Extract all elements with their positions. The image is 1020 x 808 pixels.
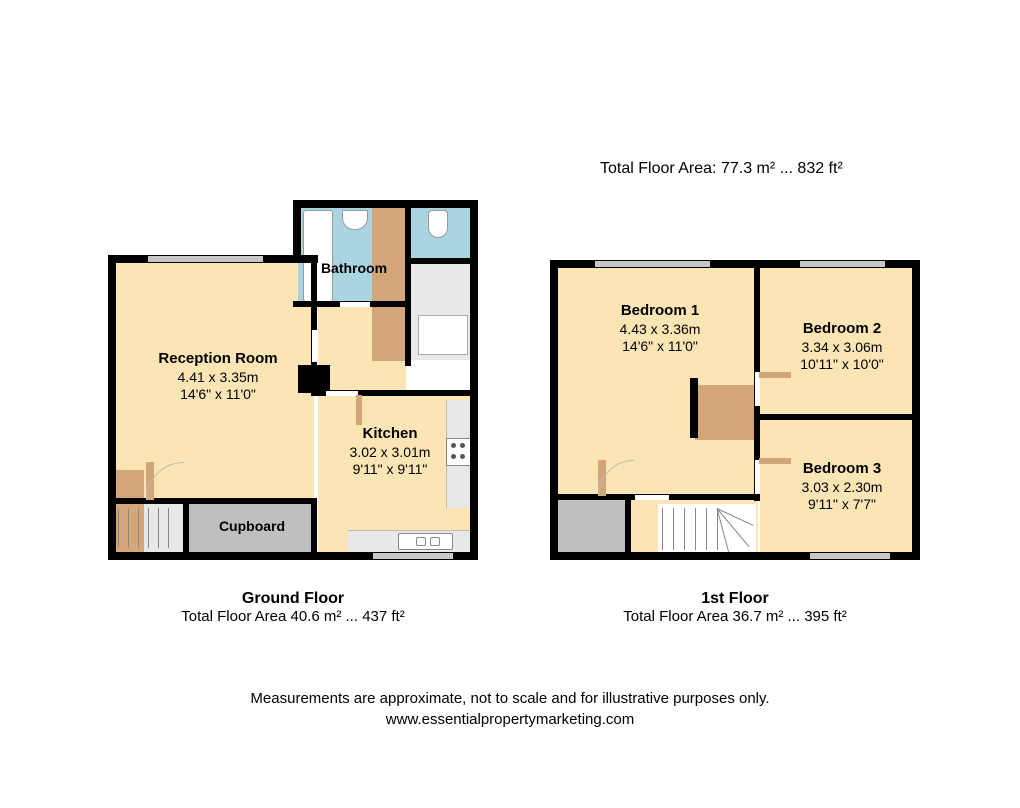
footer: Measurements are approximate, not to sca… <box>0 688 1020 730</box>
hob-dot <box>451 454 456 459</box>
sink-bowl <box>416 537 426 546</box>
stairs-gf <box>118 508 182 548</box>
bed1-label: Bedroom 1 4.43 x 3.36m 14'6" x 11'0" <box>570 302 750 356</box>
bed1-fill <box>556 266 756 496</box>
cupboard-label: Cupboard <box>192 518 312 536</box>
ground-floor-title: Ground Floor Total Floor Area 40.6 m² ..… <box>108 590 478 625</box>
door-opening <box>340 302 370 307</box>
sink-counter <box>418 315 468 355</box>
hob-dot <box>460 443 465 448</box>
footer-disclaimer: Measurements are approximate, not to sca… <box>0 688 1020 709</box>
ground-floor-plan: Reception Room 4.41 x 3.35m 14'6" x 11'0… <box>108 200 478 560</box>
toilet <box>428 210 448 238</box>
door-opening <box>326 391 358 396</box>
door-opening <box>635 495 669 500</box>
window <box>148 256 263 262</box>
stairs-ff <box>662 508 754 550</box>
door-opening <box>755 460 760 494</box>
window <box>595 261 710 267</box>
bed3-label: Bedroom 3 3.03 x 2.30m 9'11" x 7'7" <box>772 460 912 514</box>
sink-bowl <box>430 537 440 546</box>
door-opening <box>312 330 318 362</box>
first-floor-plan: Bedroom 1 4.43 x 3.36m 14'6" x 11'0" Bed… <box>550 260 920 560</box>
kitchen-label: Kitchen 3.02 x 3.01m 9'11" x 9'11" <box>330 425 450 479</box>
bathroom-label: Bathroom <box>304 260 404 278</box>
void-fill <box>556 498 628 553</box>
reception-label: Reception Room 4.41 x 3.35m 14'6" x 11'0… <box>128 350 308 404</box>
total-floor-area: Total Floor Area: 77.3 m² ... 832 ft² <box>600 160 843 178</box>
door <box>356 395 362 425</box>
closet-block-1 <box>372 206 408 361</box>
closet-block-ff <box>695 385 757 440</box>
window <box>810 553 890 559</box>
hob-dot <box>451 443 456 448</box>
window <box>800 261 885 267</box>
window <box>373 553 453 559</box>
footer-website: www.essentialpropertymarketing.com <box>0 709 1020 730</box>
first-floor-title: 1st Floor Total Floor Area 36.7 m² ... 3… <box>550 590 920 625</box>
hob-dot <box>460 454 465 459</box>
bed2-label: Bedroom 2 3.34 x 3.06m 10'11" x 10'0" <box>772 320 912 374</box>
